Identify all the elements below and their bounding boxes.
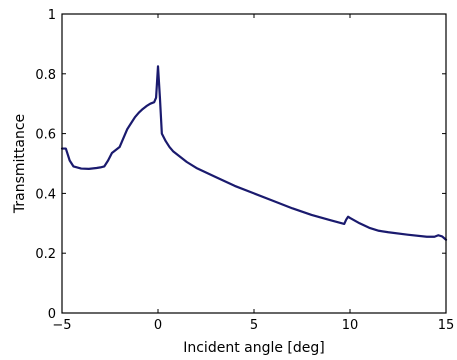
x-tick-label: 5 [250,318,258,333]
y-axis-title: Transmittance [12,114,28,214]
x-tick-label: 0 [154,318,162,333]
x-tick-label: 10 [342,318,359,333]
y-tick-label: 0.2 [35,247,56,262]
plot-series-layer [60,65,448,241]
y-tick-label: 0 [48,307,56,322]
x-axis-title: Incident angle [deg] [183,340,325,356]
y-tick-label: 0.4 [35,187,56,202]
x-tick-label: −5 [52,318,71,333]
y-tick-label: 1 [48,8,56,23]
y-tick-label: 0.8 [35,68,56,83]
axes-frame [61,13,447,314]
x-tick-label: 15 [438,318,455,333]
y-tick-label: 0.6 [35,128,56,143]
series-line-0 [60,65,448,241]
